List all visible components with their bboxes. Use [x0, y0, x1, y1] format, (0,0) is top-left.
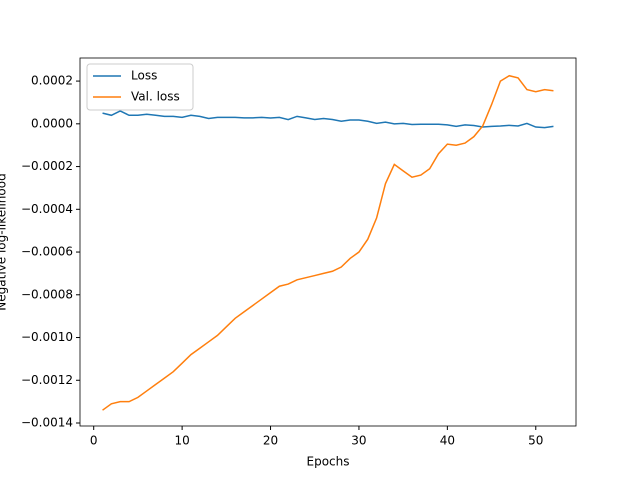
y-tick-label: −0.0002 — [21, 159, 73, 173]
x-tick-label: 0 — [90, 434, 98, 448]
x-tick-label: 40 — [440, 434, 455, 448]
x-tick-label: 50 — [528, 434, 543, 448]
y-tick-label: −0.0014 — [21, 416, 73, 430]
y-tick-label: −0.0004 — [21, 202, 73, 216]
y-tick-label: −0.0008 — [21, 287, 73, 301]
y-axis-label: Negative log-likelihood — [0, 173, 9, 310]
line-series — [102, 110, 554, 129]
y-tick-label: −0.0006 — [21, 245, 73, 259]
y-tick-label: 0.0002 — [31, 74, 73, 88]
x-tick-label: 10 — [174, 434, 189, 448]
y-tick-label: −0.0012 — [21, 373, 73, 387]
x-axis-label: Epochs — [307, 455, 350, 469]
x-tick-label: 30 — [351, 434, 366, 448]
y-tick-label: −0.0010 — [21, 330, 73, 344]
line-series — [102, 74, 554, 411]
legend-label: Loss — [131, 69, 157, 83]
y-tick-label: 0.0000 — [31, 116, 73, 130]
plot-frame — [79, 57, 577, 427]
legend-label: Val. loss — [131, 90, 180, 104]
x-tick-label: 20 — [263, 434, 278, 448]
